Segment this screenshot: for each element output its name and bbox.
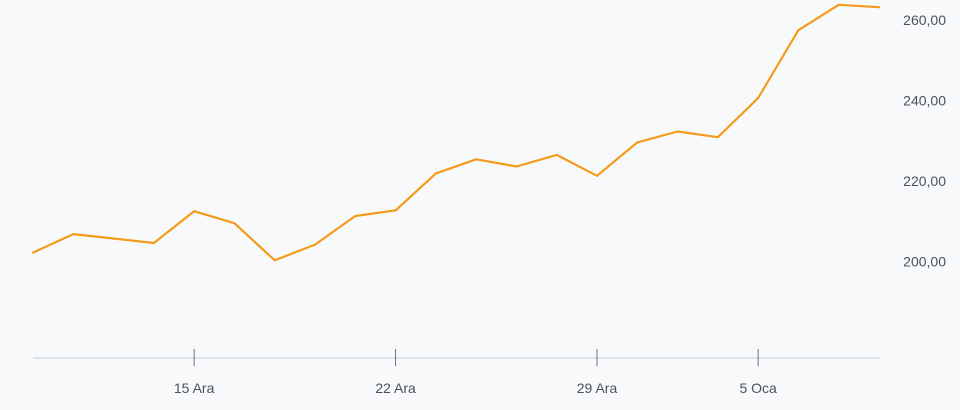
y-tick-label: 220,00 bbox=[903, 173, 946, 189]
price-series-line bbox=[31, 3, 881, 262]
x-axis-ticks: 15 Ara 22 Ara 29 Ara 5 Oca bbox=[174, 349, 777, 396]
data-point bbox=[596, 174, 598, 177]
data-point bbox=[72, 233, 75, 236]
x-tick-label: 29 Ara bbox=[577, 380, 618, 396]
series-points bbox=[32, 3, 880, 262]
data-point bbox=[193, 210, 196, 213]
data-point bbox=[354, 215, 357, 218]
y-tick-label: 200,00 bbox=[903, 253, 946, 269]
data-point bbox=[475, 158, 478, 161]
y-tick-label: 240,00 bbox=[903, 93, 946, 109]
data-point bbox=[676, 130, 679, 133]
data-point bbox=[837, 3, 840, 6]
x-tick-label: 22 Ara bbox=[375, 380, 416, 396]
data-point bbox=[152, 241, 155, 244]
data-point bbox=[434, 172, 437, 175]
x-tick-label: 15 Ara bbox=[174, 380, 215, 396]
data-point bbox=[636, 141, 639, 144]
data-point bbox=[797, 29, 800, 32]
data-point bbox=[32, 251, 34, 254]
data-point bbox=[314, 243, 316, 246]
y-tick-label: 260,00 bbox=[903, 12, 946, 28]
data-point bbox=[394, 209, 397, 212]
data-point bbox=[515, 165, 518, 168]
data-point bbox=[555, 153, 558, 156]
x-tick-label: 5 Oca bbox=[739, 380, 777, 396]
data-point bbox=[716, 136, 719, 139]
y-axis-ticks: 200,00 220,00 240,00 260,00 bbox=[903, 12, 946, 269]
data-point bbox=[878, 6, 880, 9]
data-point bbox=[112, 237, 115, 240]
data-point bbox=[233, 222, 236, 225]
data-point bbox=[273, 259, 276, 262]
data-point bbox=[757, 97, 760, 100]
